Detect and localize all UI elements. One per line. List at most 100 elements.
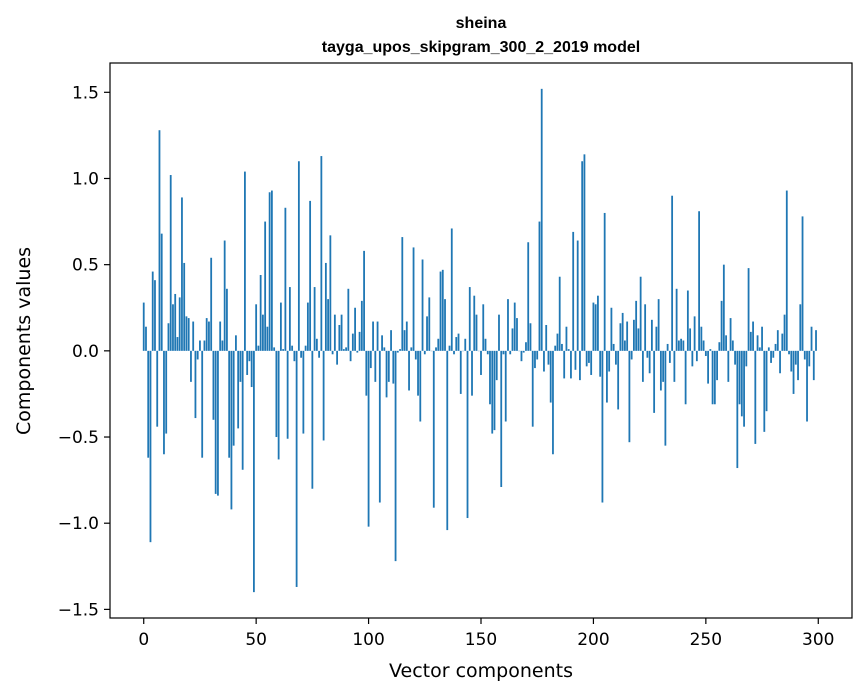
bar-0 [142, 302, 145, 351]
bar-88 [340, 314, 343, 351]
bar-52 [259, 275, 262, 351]
x-axis-label: Vector components [389, 660, 573, 682]
bar-294 [803, 350, 806, 360]
bar-297 [810, 326, 813, 351]
bar-203 [599, 350, 602, 377]
y-tick-label: −0.5 [58, 428, 99, 448]
bar-266 [740, 350, 743, 417]
bar-209 [612, 343, 615, 351]
bar-8 [160, 233, 163, 351]
bar-258 [722, 264, 725, 351]
bar-156 [493, 350, 496, 431]
bar-280 [772, 350, 775, 358]
bar-1 [145, 326, 147, 351]
bar-12 [169, 175, 172, 351]
bar-284 [781, 333, 784, 351]
bar-99 [365, 350, 368, 396]
bar-117 [405, 321, 408, 351]
bar-6 [156, 350, 159, 427]
bar-151 [482, 304, 485, 351]
bar-175 [536, 350, 539, 360]
bar-20 [187, 318, 190, 351]
bar-49 [253, 350, 255, 593]
bar-80 [322, 350, 325, 441]
bar-158 [498, 314, 500, 351]
bar-220 [637, 328, 640, 351]
bar-246 [695, 350, 698, 362]
y-tick-label: 0.0 [72, 342, 99, 362]
bar-123 [419, 350, 422, 422]
bar-197 [585, 350, 588, 367]
bar-287 [788, 350, 790, 355]
bar-262 [731, 340, 734, 351]
y-axis-label: Components values [13, 247, 35, 435]
x-tick-label: 150 [465, 630, 497, 650]
bar-184 [556, 333, 559, 351]
bar-75 [311, 350, 314, 489]
bar-121 [414, 350, 417, 360]
bar-71 [302, 350, 305, 434]
bar-57 [270, 190, 273, 351]
bar-18 [183, 262, 186, 351]
bar-257 [720, 300, 723, 351]
bar-111 [392, 350, 395, 384]
bar-65 [288, 287, 291, 351]
bar-281 [774, 343, 777, 351]
bar-245 [693, 316, 696, 351]
bar-97 [360, 300, 363, 351]
bar-92 [349, 350, 352, 362]
bar-23 [194, 350, 197, 419]
bar-256 [718, 342, 721, 351]
bar-141 [459, 350, 462, 394]
bar-108 [385, 350, 388, 398]
bar-63 [284, 207, 287, 351]
bar-171 [527, 242, 530, 351]
bar-239 [680, 338, 683, 351]
bar-283 [779, 350, 781, 374]
bar-112 [394, 350, 397, 562]
bar-69 [297, 161, 300, 351]
bar-222 [641, 350, 644, 382]
bar-55 [266, 326, 269, 351]
bar-261 [729, 318, 732, 351]
bar-268 [745, 350, 748, 367]
bar-186 [561, 343, 563, 351]
bar-76 [313, 287, 316, 351]
bar-126 [426, 316, 428, 351]
plot-frame [109, 62, 853, 619]
bar-35 [221, 340, 224, 351]
bar-147 [473, 295, 476, 351]
bar-189 [567, 349, 570, 351]
bar-248 [700, 326, 703, 351]
bar-140 [457, 333, 460, 351]
bar-243 [689, 328, 692, 351]
bar-133 [441, 269, 444, 351]
y-tick-label: 1.5 [72, 83, 99, 103]
bar-134 [444, 299, 446, 351]
bar-233 [666, 343, 669, 351]
bar-228 [655, 326, 658, 351]
bar-39 [230, 350, 233, 510]
bar-73 [306, 302, 309, 351]
bar-34 [219, 321, 222, 351]
bar-251 [707, 350, 709, 384]
bar-115 [401, 237, 404, 351]
bar-98 [363, 250, 365, 351]
bar-116 [403, 330, 406, 351]
bar-30 [210, 257, 213, 351]
bar-113 [396, 350, 399, 353]
bar-180 [547, 350, 550, 365]
bar-190 [570, 350, 572, 379]
bar-270 [749, 331, 752, 351]
bar-264 [736, 350, 739, 469]
bar-215 [626, 321, 629, 351]
bar-102 [372, 321, 374, 351]
bar-154 [489, 350, 491, 405]
bar-42 [237, 350, 240, 429]
bar-195 [581, 161, 584, 351]
bar-13 [172, 304, 174, 351]
bar-25 [199, 340, 201, 351]
bar-90 [345, 347, 347, 351]
bar-150 [480, 350, 482, 375]
